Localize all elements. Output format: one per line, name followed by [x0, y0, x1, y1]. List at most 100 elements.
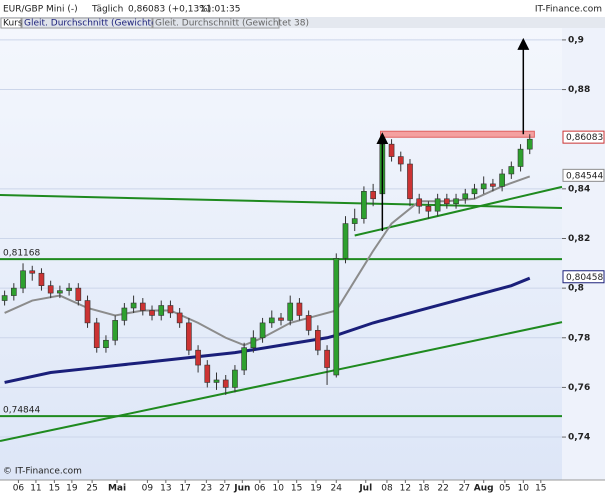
x-tick-label: 12 — [400, 484, 411, 494]
price-tag — [562, 130, 605, 144]
candle-body — [204, 364, 211, 383]
y-tick-label: 0,82 — [568, 234, 590, 244]
moving-average — [4, 175, 531, 347]
candle-body — [250, 337, 257, 349]
price-tag-label: 0,84544 — [566, 171, 603, 181]
candle-body — [508, 166, 515, 175]
x-tick-label: 15 — [49, 484, 60, 494]
x-tick-label: 09 — [142, 484, 154, 494]
x-tick-label: 06 — [254, 484, 266, 494]
candle-body — [38, 272, 45, 286]
candle-body — [471, 188, 478, 195]
candle-body — [397, 156, 404, 165]
x-tick-label: Mai — [108, 484, 126, 494]
x-tick-label: 19 — [66, 484, 78, 494]
candle-body — [416, 198, 423, 207]
candle-body — [434, 198, 441, 212]
candle-body — [453, 198, 459, 205]
tab-label[interactable]: Gleit. Durchschnitt (Gewichtet 38) — [155, 19, 309, 29]
candle-body — [66, 287, 72, 291]
candle-body — [370, 191, 376, 200]
candle-body — [517, 148, 524, 167]
y-tick-label: 0,88 — [568, 85, 590, 95]
x-tick-label: 19 — [310, 484, 322, 494]
candle-body — [121, 307, 128, 321]
x-tick-label: Jul — [358, 484, 372, 494]
price-tag-label: 0,86083 — [566, 133, 603, 143]
candle-body — [29, 270, 36, 274]
x-tick-label: 17 — [179, 484, 190, 494]
trend-line — [0, 194, 563, 209]
resistance-band — [380, 130, 535, 138]
candle-body — [149, 310, 155, 316]
candle-body — [195, 349, 201, 366]
tab[interactable] — [21, 17, 153, 29]
y-tick-label: 0,9 — [568, 35, 584, 45]
candle-body — [278, 317, 284, 321]
price-tag-label: 0,80458 — [566, 273, 603, 283]
x-tick-label: 13 — [160, 484, 171, 494]
level-label: 0,81168 — [3, 249, 40, 259]
trend-line — [0, 321, 563, 443]
candle-body — [425, 205, 432, 212]
candle-body — [315, 330, 321, 351]
candle-body — [1, 295, 8, 301]
tab-bar — [0, 17, 605, 28]
x-tick-label: 10 — [273, 484, 285, 494]
y-tick-label: 0,78 — [568, 333, 590, 343]
candle-body — [342, 223, 349, 259]
level-label: 0,74844 — [3, 406, 40, 416]
tab-label[interactable]: Gleit. Durchschnitt (Gewichtet 200) — [24, 19, 184, 29]
candle-body — [47, 285, 54, 294]
time: 11:01:35 — [200, 5, 240, 15]
y-tick-label: 0,84 — [568, 184, 590, 194]
candle-body — [296, 302, 303, 316]
y-axis-area — [562, 28, 605, 480]
candle-body — [139, 302, 146, 311]
x-tick-label: 25 — [86, 484, 97, 494]
x-tick-label: 11 — [30, 484, 41, 494]
x-tick-label: 15 — [291, 484, 302, 494]
candle-body — [361, 191, 367, 219]
candle-body — [241, 347, 247, 371]
candle-body — [499, 173, 505, 187]
x-tick-label: 15 — [535, 484, 546, 494]
candle-body — [84, 300, 91, 324]
candle-body — [268, 317, 275, 324]
x-tick-label: 06 — [13, 484, 25, 494]
period: Täglich — [91, 5, 123, 15]
candle-body — [388, 143, 395, 157]
candle-body — [480, 183, 487, 190]
x-tick-label: 27 — [459, 484, 470, 494]
candle-body — [20, 270, 26, 289]
x-tick-label: 22 — [437, 484, 448, 494]
tab[interactable] — [0, 17, 22, 29]
candle-body — [158, 305, 165, 316]
tab-label[interactable]: Kurs — [3, 19, 23, 29]
moving-average — [4, 276, 531, 384]
candle-body — [57, 290, 63, 294]
brand: IT-Finance.com — [535, 5, 602, 15]
y-tick-label: 0,8 — [568, 284, 584, 294]
candle-body — [176, 312, 183, 324]
candle-body — [130, 302, 137, 309]
tab[interactable] — [152, 17, 280, 29]
y-tick-label: 0,76 — [568, 383, 590, 393]
candle-body — [444, 198, 450, 205]
candle-body — [287, 302, 294, 321]
candle-body — [526, 138, 533, 150]
x-tick-label: Jun — [233, 484, 250, 494]
x-tick-label: Aug — [474, 484, 494, 494]
x-tick-label: 23 — [201, 484, 212, 494]
plot-area — [0, 28, 562, 480]
candle-body — [232, 369, 238, 388]
x-tick-label: 24 — [331, 484, 343, 494]
candle-body — [112, 320, 118, 341]
footer: © IT-Finance.com — [3, 467, 82, 477]
candle-body — [93, 322, 100, 349]
x-tick-label: 05 — [499, 484, 510, 494]
y-tick-label: 0,74 — [568, 433, 590, 443]
candle-body — [333, 258, 340, 376]
candle-body — [462, 193, 469, 200]
